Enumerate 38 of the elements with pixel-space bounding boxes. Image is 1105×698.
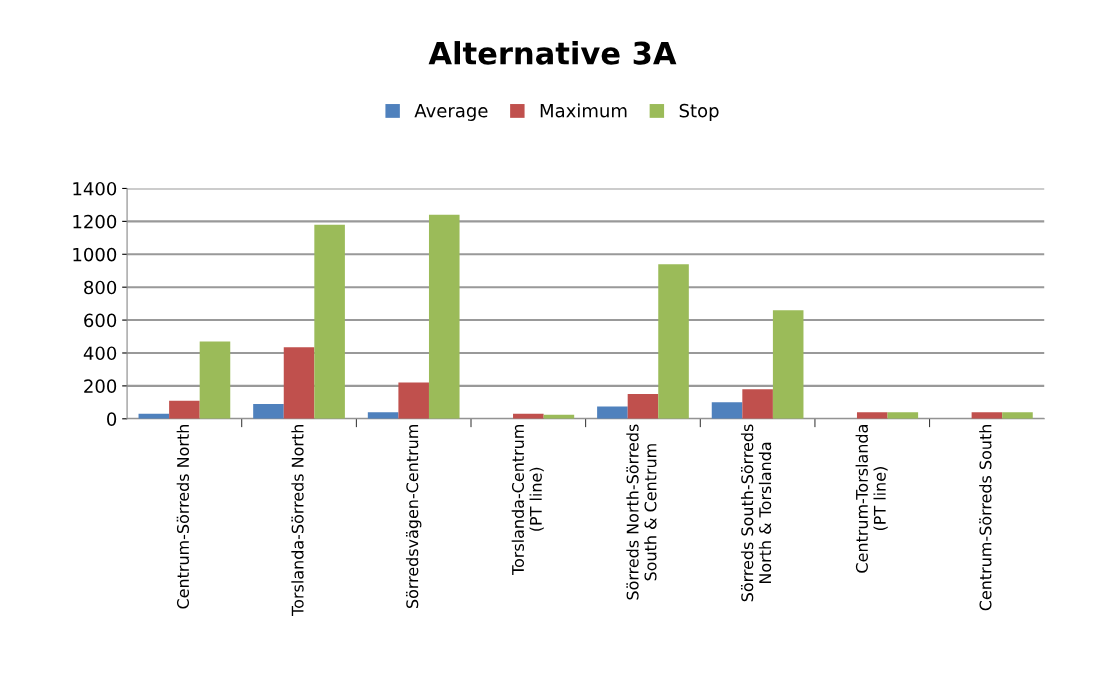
- bar: [398, 382, 429, 419]
- bar: [772, 310, 804, 419]
- bar: [283, 347, 315, 419]
- bar: [971, 412, 1003, 419]
- x-tick-label: Torslanda-Centrum (PT line): [511, 425, 544, 576]
- y-tick-label: 800: [84, 280, 117, 295]
- y-tick-label: 600: [84, 313, 117, 328]
- chart-title: Alternative 3A: [428, 41, 677, 65]
- x-tick-label: Sörreds North-Sörreds South & Centrum: [626, 424, 657, 600]
- bar: [597, 406, 628, 419]
- y-tick-label: 1400: [73, 181, 117, 196]
- x-tick-label: Centrum-Sörreds South: [979, 425, 992, 611]
- legend-label: Stop: [679, 103, 719, 121]
- y-tick-label: 1000: [73, 247, 117, 262]
- bar: [711, 402, 743, 419]
- y-tick-label: 400: [83, 346, 117, 361]
- bar: [856, 412, 888, 419]
- bar: [627, 394, 659, 419]
- bar: [253, 403, 284, 419]
- x-tick-label: Sörredsvägen-Centrum: [405, 425, 422, 609]
- x-tick-label: Centrum-Sörreds North: [176, 425, 190, 609]
- bar: [169, 400, 200, 419]
- bar: [1002, 412, 1033, 419]
- bar: [658, 264, 689, 419]
- x-tick-label: Centrum-Torslanda (PT line): [855, 425, 888, 573]
- legend-label: Maximum: [540, 103, 627, 118]
- bar: [428, 214, 460, 419]
- y-tick-label: 200: [84, 379, 117, 394]
- bar: [367, 412, 399, 419]
- x-tick-label: Torslanda-Sörreds North: [291, 425, 304, 616]
- x-tick-label: Sörreds South-Sörreds North & Torslanda: [740, 424, 772, 602]
- bar: [887, 412, 919, 419]
- bar: [314, 224, 345, 419]
- legend-label: Average: [414, 104, 488, 121]
- bar: [199, 341, 231, 419]
- bar: [742, 389, 773, 419]
- y-tick-label: 1200: [73, 214, 117, 229]
- y-tick-label: 0: [107, 412, 117, 426]
